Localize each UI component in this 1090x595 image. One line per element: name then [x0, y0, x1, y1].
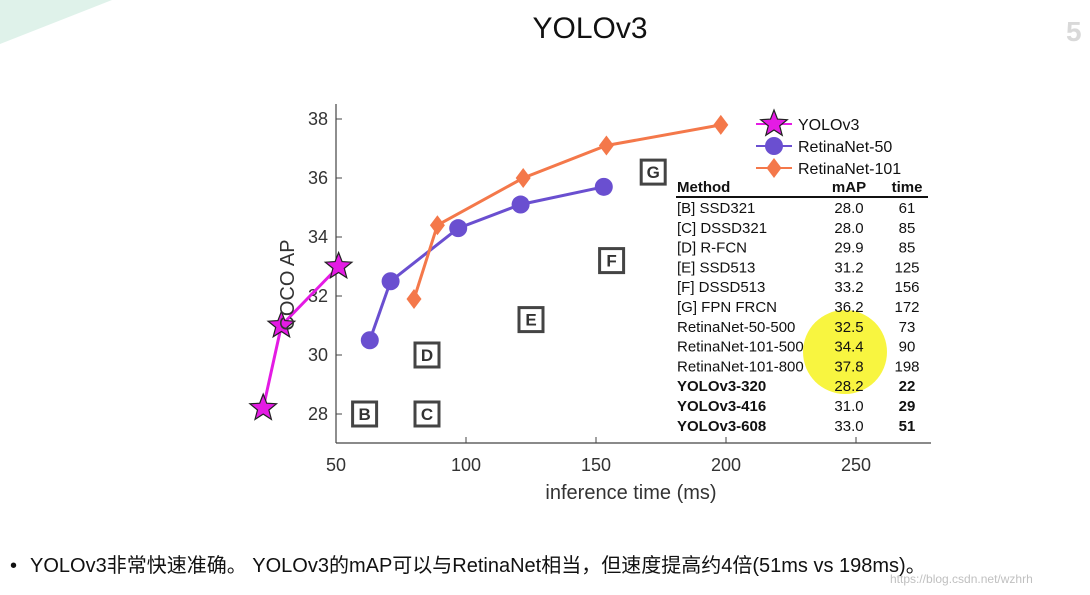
table-cell-map: 33.2	[834, 279, 863, 296]
table-cell-time: 90	[899, 339, 916, 356]
boxed-point-frame	[351, 400, 379, 428]
table-cell-method: RetinaNet-101-800	[677, 358, 804, 375]
series-line	[412, 123, 722, 300]
boxed-point-frame	[413, 341, 441, 369]
table-cell-map: 31.2	[834, 259, 863, 276]
table-cell-map: 28.0	[834, 200, 863, 217]
y-tick-label: 30	[308, 345, 328, 365]
series-point	[381, 272, 400, 291]
bullet-dot: •	[10, 555, 18, 577]
boxed-point-label: B	[358, 405, 370, 424]
legend-label: RetinaNet-50	[798, 139, 892, 156]
series-point	[248, 392, 279, 421]
series-point	[266, 309, 297, 339]
y-tick-label: 36	[308, 168, 328, 188]
table-cell-time: 61	[899, 200, 916, 217]
table-cell-map: 31.0	[834, 398, 863, 415]
series-point	[511, 195, 530, 214]
table-cell-time: 125	[894, 259, 919, 276]
table-cell-method: YOLOv3-416	[677, 398, 766, 415]
table-cell-time: 73	[899, 319, 916, 336]
table-cell-method: [C] DSSD321	[677, 220, 767, 237]
boxed-point-label: G	[647, 163, 660, 182]
table-cell-time: 51	[899, 418, 916, 435]
highlight-layer	[803, 310, 887, 394]
methods-table: Method mAP time [B] SSD321 28.0 61 [C] DSSD321…	[676, 179, 928, 435]
table-cell-map: 32.5	[834, 319, 863, 336]
table-cell-map: 28.2	[834, 378, 863, 395]
table-cell-map: 37.8	[834, 358, 863, 375]
table-cell-method: RetinaNet-50-500	[677, 319, 795, 336]
legend-marker	[765, 137, 783, 155]
bullet-item: • YOLOv3非常快速准确。 YOLOv3的mAP可以与RetinaNet相当，…	[10, 549, 926, 578]
boxed-point-frame	[413, 400, 441, 428]
table-cell-time: 156	[894, 279, 919, 296]
legend-marker	[766, 158, 782, 178]
series-line	[368, 185, 605, 341]
boxed-point-label: C	[421, 405, 433, 424]
series-point	[323, 250, 354, 280]
table-header-method: Method	[677, 179, 730, 196]
table-cell-map: 36.2	[834, 299, 863, 316]
series-layer	[248, 114, 729, 421]
series-point	[449, 219, 468, 238]
series-point	[594, 177, 613, 196]
table-cell-method: RetinaNet-101-500	[677, 339, 804, 356]
highlight-circle	[803, 310, 887, 394]
y-tick-label: 38	[308, 109, 328, 129]
x-tick-label: 150	[581, 455, 611, 475]
boxed-point-label: E	[525, 311, 536, 330]
table-cell-time: 29	[899, 398, 916, 415]
x-axis-label: inference time (ms)	[545, 482, 716, 504]
boxed-point-frame	[517, 306, 545, 334]
table-cell-method: YOLOv3-608	[677, 418, 766, 435]
legend-label: RetinaNet-101	[798, 161, 901, 178]
x-tick-label: 250	[841, 455, 871, 475]
table-cell-method: [G] FPN FRCN	[677, 299, 777, 316]
series-point	[515, 168, 531, 188]
boxed-point-frame	[598, 247, 626, 275]
table-cell-method: [E] SSD513	[677, 259, 755, 276]
x-tick-label: 200	[711, 455, 741, 475]
series-point	[713, 114, 729, 135]
table-cell-time: 172	[894, 299, 919, 316]
series-point	[360, 331, 379, 350]
table-cell-map: 28.0	[834, 220, 863, 237]
boxed-point-label: F	[606, 252, 616, 271]
table-cell-time: 85	[899, 220, 916, 237]
legend: YOLOv3 RetinaNet-50 RetinaNet-101	[756, 108, 901, 178]
y-axis-label: COCO AP	[277, 239, 299, 330]
boxed-point-label: D	[421, 346, 433, 365]
table-header-time: time	[892, 179, 923, 196]
x-tick-label: 100	[451, 455, 481, 475]
series-point	[406, 288, 422, 309]
table-cell-map: 29.9	[834, 240, 863, 257]
legend-label: YOLOv3	[798, 117, 859, 134]
y-tick-label: 34	[308, 227, 328, 247]
table-cell-map: 33.0	[834, 418, 863, 435]
table-cell-time: 198	[894, 358, 919, 375]
boxed-points: B C D E F G	[351, 158, 667, 428]
corner-mark: 5	[1066, 16, 1082, 47]
table-cell-method: YOLOv3-320	[677, 378, 766, 395]
bullet-text: YOLOv3非常快速准确。 YOLOv3的mAP可以与RetinaNet相当，但…	[30, 555, 926, 577]
y-tick-label: 28	[308, 404, 328, 424]
table-cell-method: [F] DSSD513	[677, 279, 765, 296]
x-tick-label: 50	[326, 455, 346, 475]
watermark: https://blog.csdn.net/wzhrh	[890, 572, 1033, 586]
table-cell-time: 85	[899, 240, 916, 257]
series-point	[429, 215, 445, 236]
table-cell-method: [B] SSD321	[677, 200, 755, 217]
table-cell-map: 34.4	[834, 339, 863, 356]
series-point	[598, 135, 614, 156]
slide-title: YOLOv3	[532, 12, 648, 45]
corner-decoration	[0, 0, 112, 44]
boxed-point-frame	[639, 158, 667, 186]
table-header-map: mAP	[832, 179, 866, 196]
legend-marker	[759, 108, 789, 137]
table-cell-method: [D] R-FCN	[677, 240, 747, 257]
table-cell-time: 22	[899, 378, 916, 395]
